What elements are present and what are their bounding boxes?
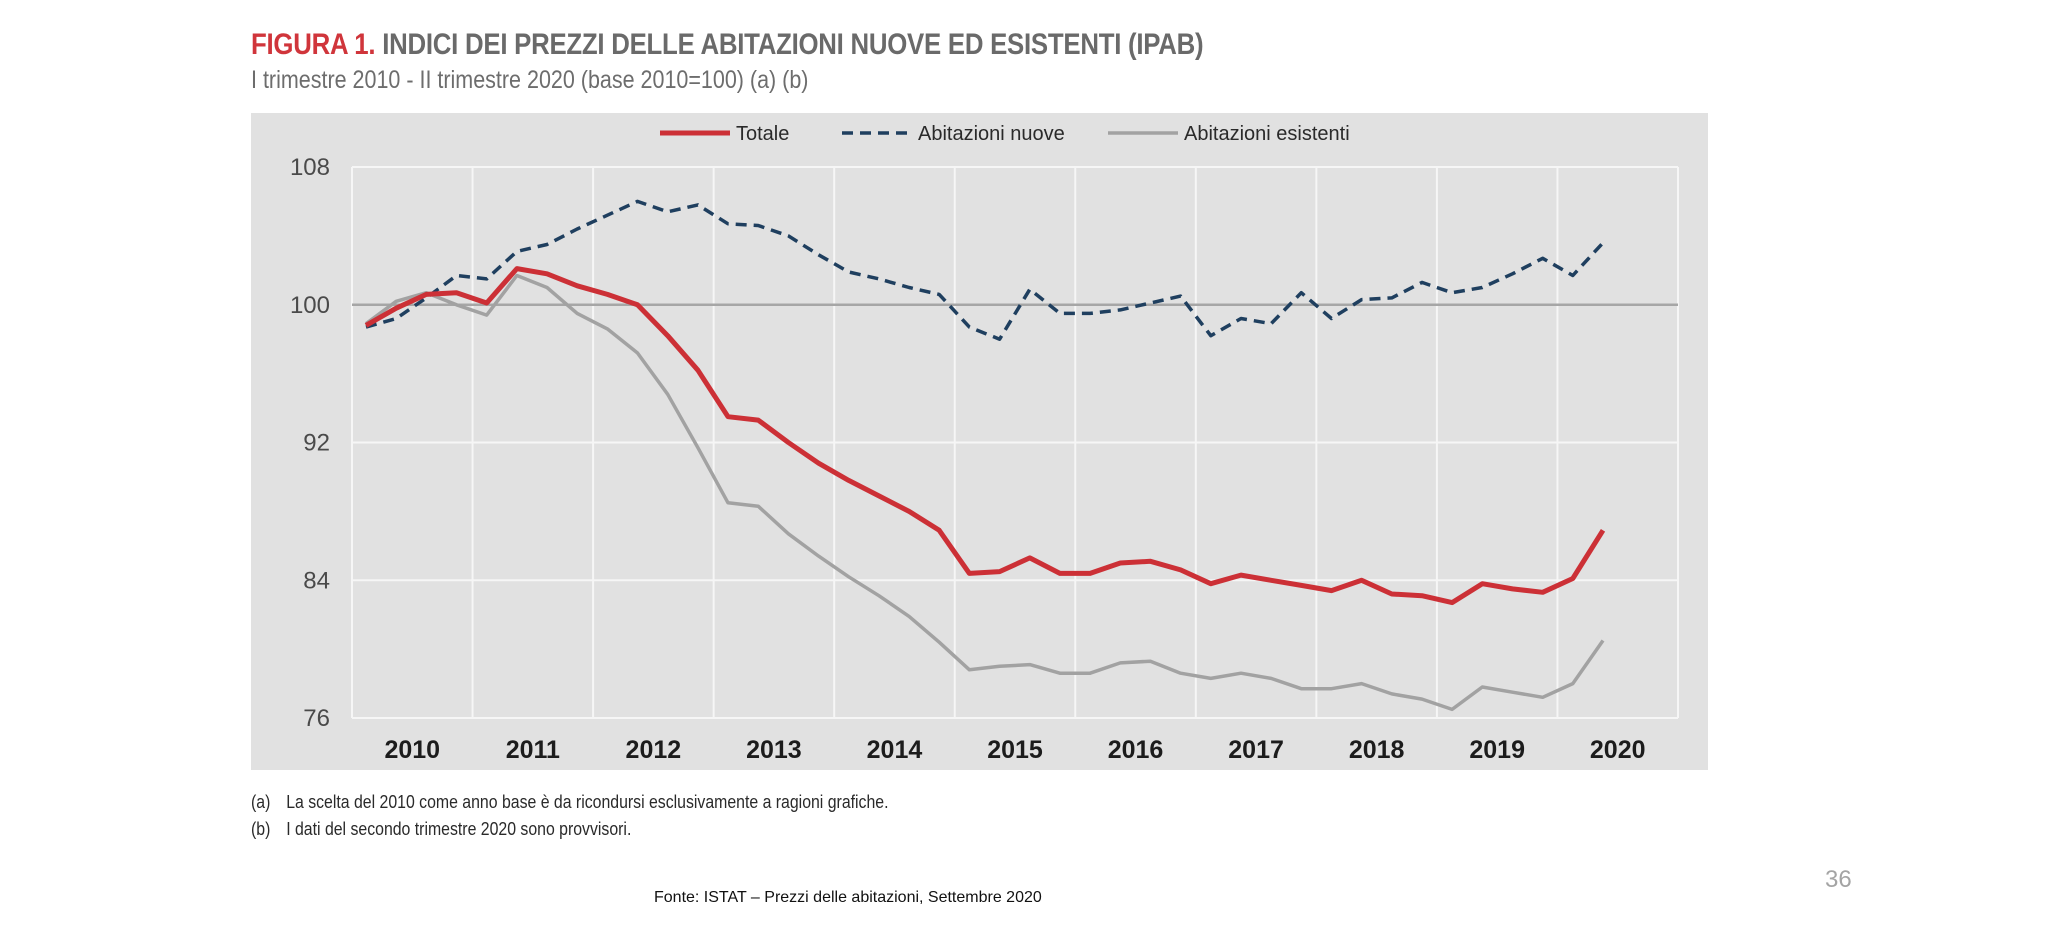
x-year-label-2017: 2017: [1228, 736, 1284, 764]
x-year-label-2018: 2018: [1349, 736, 1405, 764]
legend-label-abitazioni-nuove: Abitazioni nuove: [918, 123, 1065, 145]
footnote-a-text: La scelta del 2010 come anno base è da r…: [286, 792, 889, 812]
source-note: Fonte: ISTAT – Prezzi delle abitazioni, …: [654, 889, 1042, 906]
series-line-totale: [364, 266, 1606, 606]
figure-title-text: INDICI DEI PREZZI DELLE ABITAZIONI NUOVE…: [382, 28, 1204, 61]
x-year-label-2020: 2020: [1590, 736, 1646, 764]
series-line-abitazioni-nuove: [365, 199, 1605, 341]
legend-label-totale: Totale: [736, 123, 789, 145]
figure-title: FIGURA 1. INDICI DEI PREZZI DELLE ABITAZ…: [251, 28, 1204, 62]
footnote-a: (a) La scelta del 2010 come anno base è d…: [251, 792, 888, 819]
x-axis-year-labels: 2010 2011 2012 2013 2014 2015 2016 2017 2018 2019…: [384, 736, 1645, 764]
figure-subtitle: I trimestre 2010 - II trimestre 2020 (ba…: [251, 66, 809, 94]
footnote-b-text: I dati del secondo trimestre 2020 sono p…: [286, 819, 632, 839]
x-year-label-2013: 2013: [746, 736, 802, 764]
legend-label-abitazioni-esistenti: Abitazioni esistenti: [1184, 123, 1350, 145]
y-tick-label-76: 76: [303, 705, 330, 732]
figure-label: FIGURA 1.: [251, 28, 376, 61]
y-tick-label-84: 84: [303, 567, 330, 594]
footnote-b-key: (b): [251, 819, 271, 839]
series-line-abitazioni-esistenti: [364, 273, 1605, 712]
page-number: 36: [1825, 866, 1852, 893]
y-axis-ticks: 76 84 92 100 108: [290, 154, 330, 732]
y-tick-label-100: 100: [290, 292, 330, 319]
x-year-label-2019: 2019: [1469, 736, 1525, 764]
y-tick-label-108: 108: [290, 154, 330, 181]
chart-legend: Totale Abitazioni nuove Abitazioni esisten…: [660, 123, 1350, 145]
footnotes: (a) La scelta del 2010 come anno base è d…: [251, 792, 888, 846]
y-tick-label-92: 92: [303, 430, 330, 457]
x-year-label-2010: 2010: [384, 736, 440, 764]
chart-grid: [351, 166, 1679, 719]
x-year-label-2011: 2011: [506, 736, 560, 764]
footnote-a-key: (a): [251, 792, 271, 812]
x-year-label-2015: 2015: [987, 736, 1043, 764]
chart-series: [364, 199, 1606, 712]
x-year-label-2012: 2012: [626, 736, 682, 764]
x-year-label-2016: 2016: [1108, 736, 1164, 764]
x-year-label-2014: 2014: [867, 736, 923, 764]
footnote-b: (b) I dati del secondo trimestre 2020 son…: [251, 819, 888, 846]
